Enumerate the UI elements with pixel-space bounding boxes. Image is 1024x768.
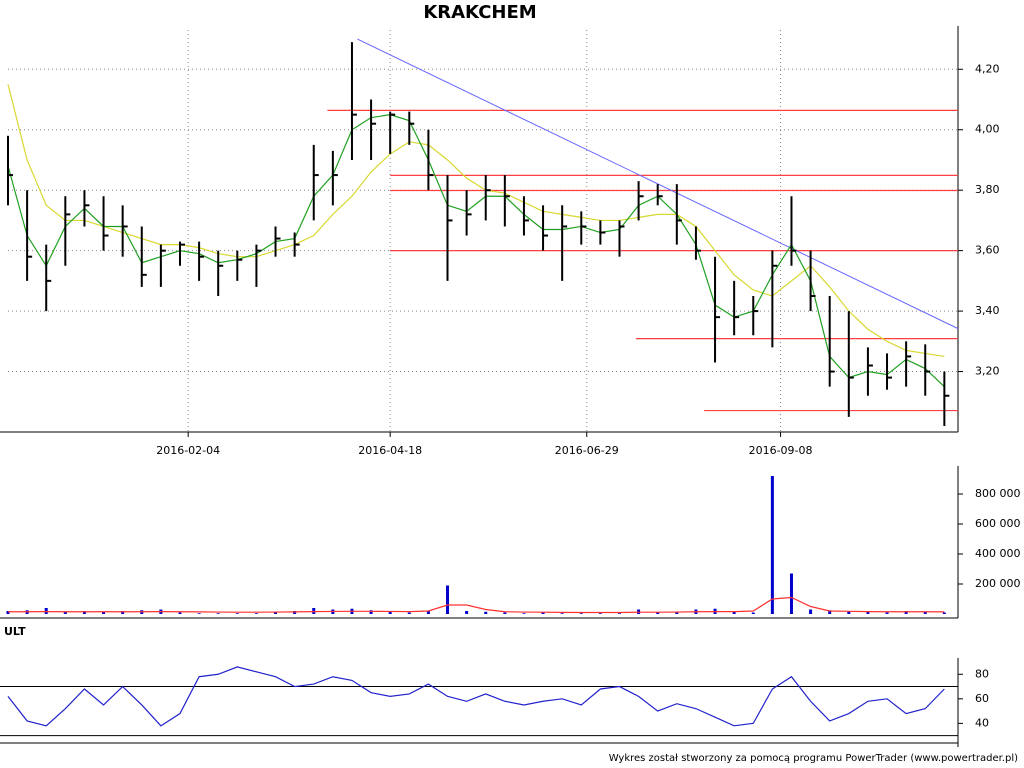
volume-bar bbox=[102, 611, 106, 614]
footer: Wykres został stworzony za pomocą progra… bbox=[609, 753, 1018, 764]
volume-bar bbox=[923, 611, 927, 614]
volume-bar bbox=[885, 612, 889, 614]
volume-bar bbox=[369, 610, 373, 614]
volume-bar bbox=[216, 613, 220, 614]
volume-bar bbox=[541, 612, 545, 614]
y-tick-label: 800 000 bbox=[975, 487, 1021, 500]
panel-title: ULT bbox=[4, 625, 26, 638]
y-tick-label: 40 bbox=[975, 716, 989, 729]
volume-bar bbox=[254, 613, 258, 614]
volume-bar bbox=[388, 611, 392, 614]
volume-bar bbox=[178, 612, 182, 614]
volume-bar bbox=[656, 612, 660, 614]
x-tick-label: 2016-04-18 bbox=[358, 444, 422, 457]
volume-bar bbox=[274, 611, 278, 614]
volume-bar bbox=[789, 573, 793, 614]
y-tick-label: 3,40 bbox=[975, 304, 1000, 317]
volume-bar bbox=[407, 612, 411, 614]
y-tick-label: 400 000 bbox=[975, 547, 1021, 560]
volume-bar bbox=[44, 608, 48, 614]
volume-bar bbox=[732, 611, 736, 614]
y-tick-label: 60 bbox=[975, 692, 989, 705]
volume-bar bbox=[63, 611, 67, 614]
volume-bar bbox=[598, 613, 602, 614]
y-tick-label: 4,00 bbox=[975, 123, 1000, 136]
volume-bar bbox=[675, 611, 679, 614]
x-tick-label: 2016-06-29 bbox=[555, 444, 619, 457]
volume-bar bbox=[560, 613, 564, 614]
y-tick-label: 200 000 bbox=[975, 577, 1021, 590]
trend-line bbox=[357, 38, 959, 330]
volume-bar bbox=[828, 610, 832, 614]
volume-bar bbox=[847, 611, 851, 614]
y-tick-label: 4,20 bbox=[975, 62, 1000, 75]
volume-bar bbox=[235, 613, 239, 614]
volume-bar bbox=[446, 585, 450, 614]
chart-title: KRAKCHEM bbox=[423, 2, 536, 23]
volume-bar bbox=[579, 613, 583, 614]
volume-bar bbox=[866, 611, 870, 614]
volume-bar bbox=[770, 476, 774, 614]
volume-bar bbox=[465, 611, 469, 614]
volume-average bbox=[8, 596, 945, 614]
volume-bar bbox=[121, 611, 125, 614]
volume-bar bbox=[522, 613, 526, 614]
volume-bar bbox=[942, 612, 946, 614]
y-tick-label: 3,20 bbox=[975, 365, 1000, 378]
y-tick-label: 3,60 bbox=[975, 244, 1000, 257]
y-tick-label: 80 bbox=[975, 667, 989, 680]
volume-bar bbox=[484, 611, 488, 614]
y-tick-label: 3,80 bbox=[975, 183, 1000, 196]
volume-bar bbox=[904, 611, 908, 614]
ult-line bbox=[7, 666, 945, 727]
volume-bar bbox=[503, 612, 507, 614]
volume-bar bbox=[197, 613, 201, 614]
x-tick-label: 2016-02-04 bbox=[156, 444, 220, 457]
y-tick-label: 600 000 bbox=[975, 517, 1021, 530]
volume-bar bbox=[82, 611, 86, 614]
volume-bar bbox=[426, 611, 430, 614]
volume-bar bbox=[809, 609, 813, 614]
volume-bar bbox=[617, 613, 621, 614]
moving-average bbox=[7, 84, 945, 358]
moving-average bbox=[7, 114, 945, 388]
volume-bar bbox=[6, 611, 10, 614]
x-tick-label: 2016-09-08 bbox=[749, 444, 813, 457]
volume-bar bbox=[751, 612, 755, 614]
